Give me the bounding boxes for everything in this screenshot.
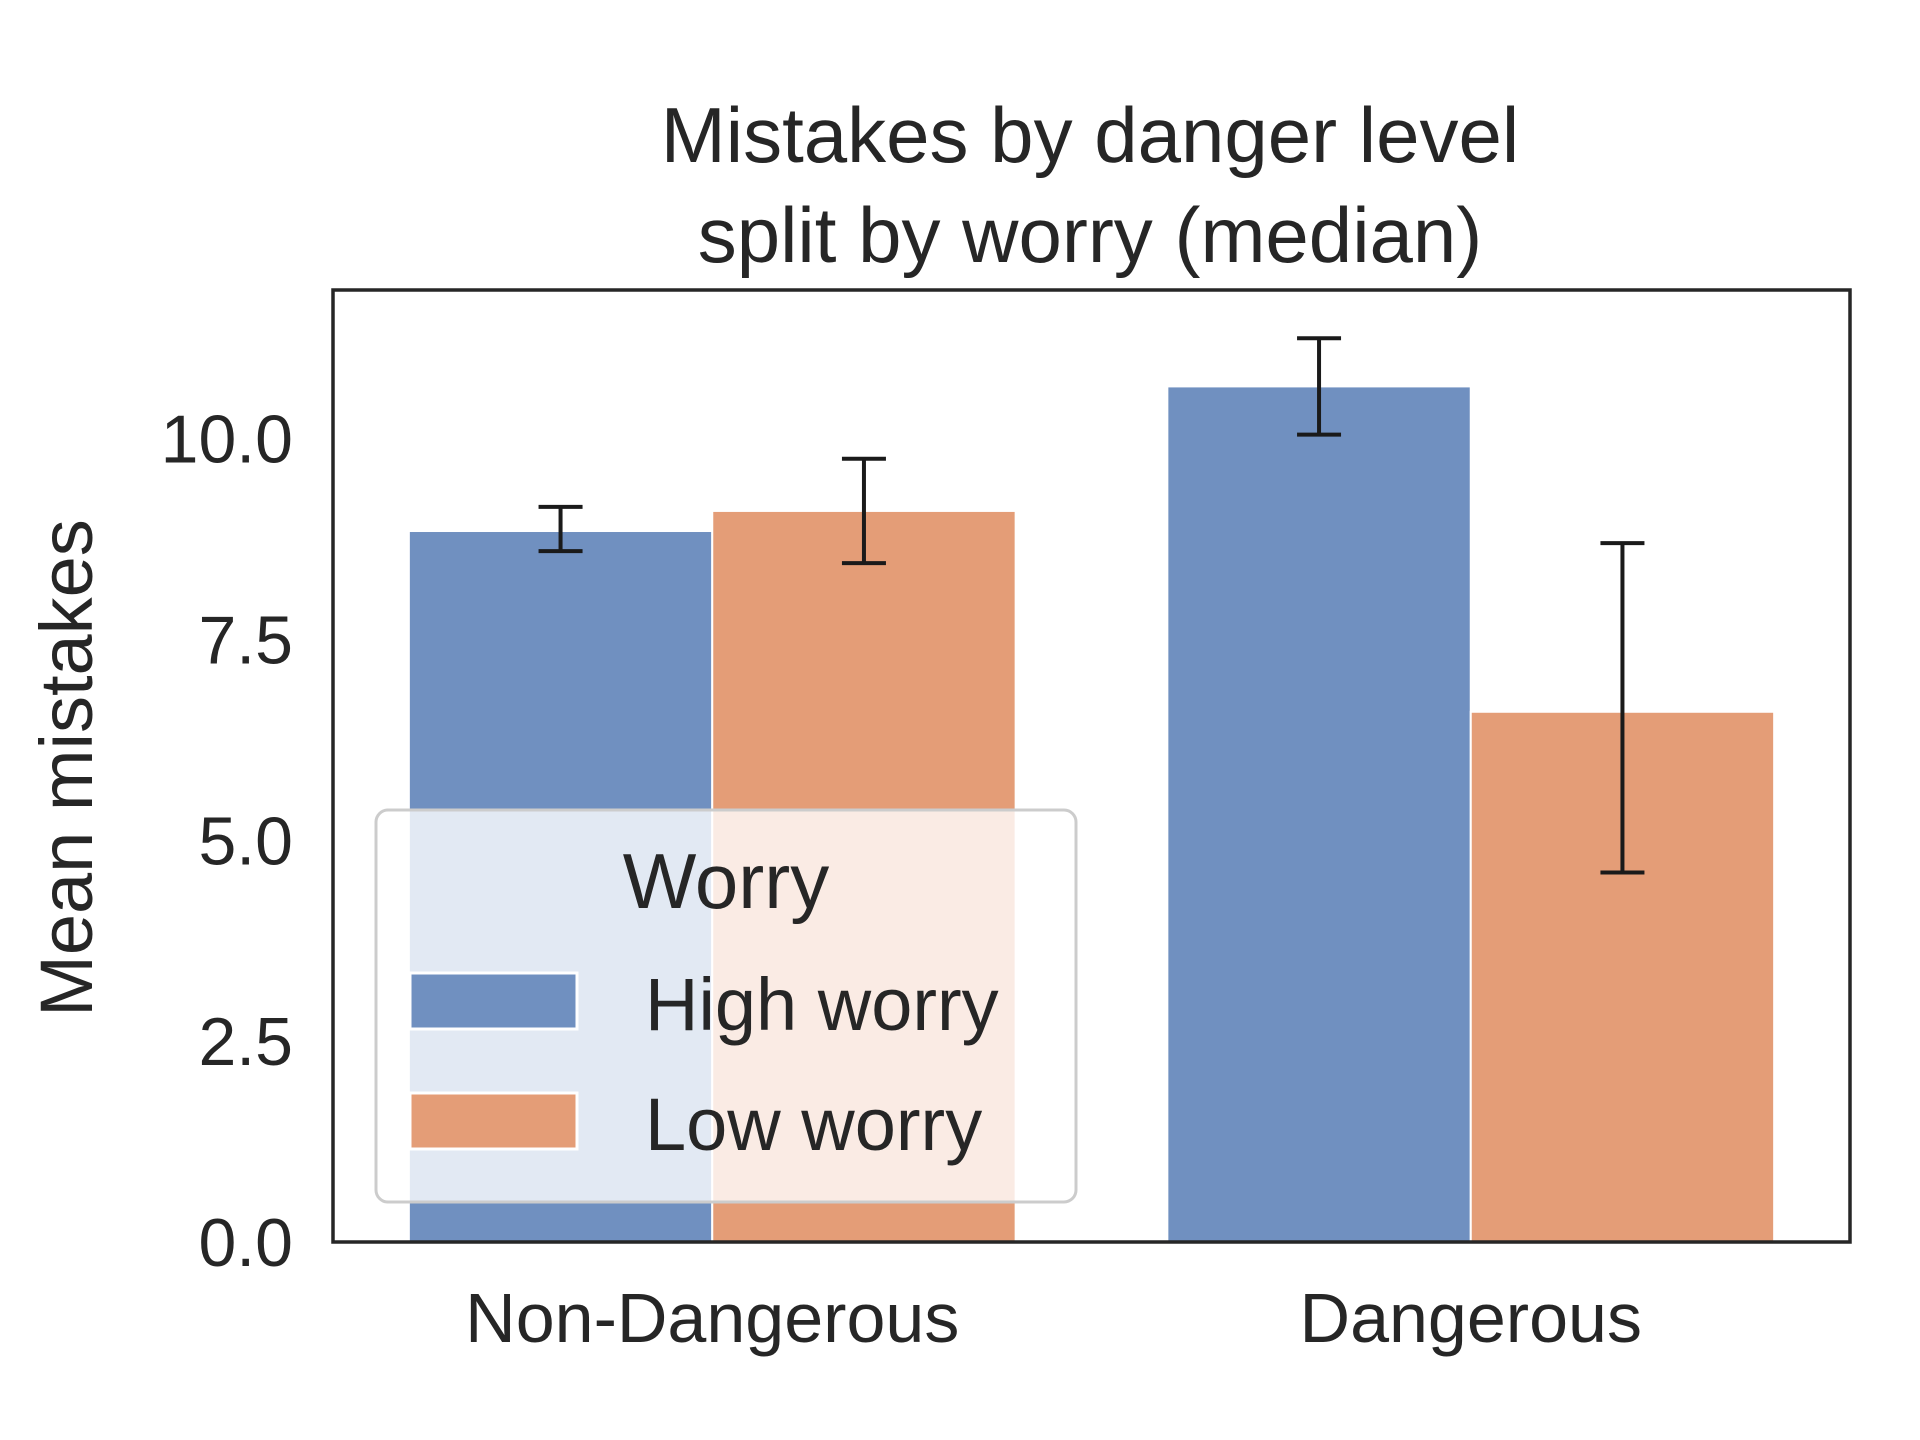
y-tick-label: 0.0 — [198, 1205, 293, 1281]
chart-title-line-2: split by worry (median) — [698, 191, 1483, 279]
legend-label-high-worry: High worry — [645, 963, 999, 1046]
y-tick-label: 2.5 — [198, 1004, 293, 1080]
error-bars-layer — [538, 336, 1645, 875]
error-bar-high-worry-dangerous — [1297, 336, 1342, 437]
error-bar-low-worry-dangerous — [1600, 541, 1645, 875]
x-axis-ticks: Non-Dangerous Dangerous — [465, 1279, 1642, 1357]
plot-frame — [331, 288, 1852, 1244]
chart-title-line-1: Mistakes by danger level — [661, 91, 1519, 179]
legend-swatch-low-worry — [408, 1091, 579, 1151]
bar-high-worry-dangerous — [1166, 385, 1472, 1243]
chart-title: Mistakes by danger level split by worry … — [661, 91, 1519, 279]
y-axis-label: Mean mistakes — [25, 519, 108, 1017]
y-tick-label: 5.0 — [198, 803, 293, 879]
x-tick-label-dangerous: Dangerous — [1300, 1279, 1642, 1357]
y-tick-label: 10.0 — [161, 402, 293, 478]
x-tick-label-non-dangerous: Non-Dangerous — [465, 1279, 959, 1357]
error-bar-high-worry-non-dangerous — [538, 504, 583, 554]
legend-label-low-worry: Low worry — [645, 1083, 982, 1166]
legend-swatch-high-worry — [408, 971, 579, 1031]
y-axis-ticks: 0.0 2.5 5.0 7.5 10.0 — [161, 402, 293, 1281]
error-bar-low-worry-non-dangerous — [841, 456, 886, 566]
legend: Worry High worry Low worry — [374, 808, 1078, 1204]
y-tick-label: 7.5 — [198, 602, 293, 678]
legend-title: Worry — [623, 837, 830, 925]
